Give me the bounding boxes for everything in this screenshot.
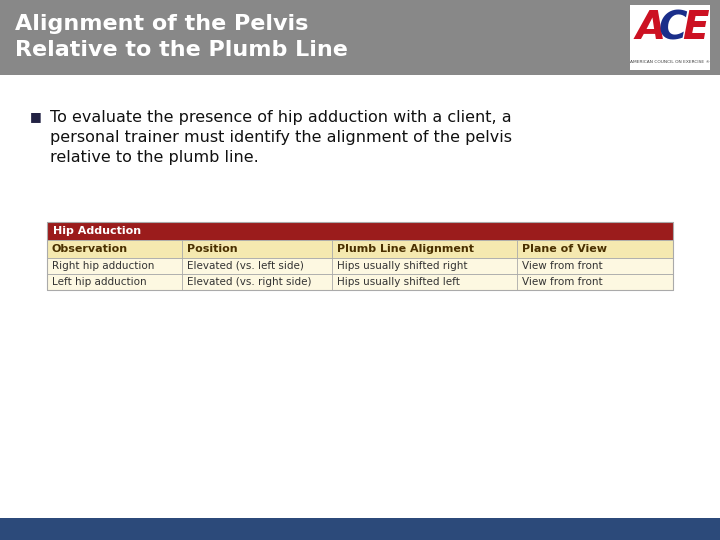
Text: E: E (682, 9, 708, 47)
Text: To evaluate the presence of hip adduction with a client, a: To evaluate the presence of hip adductio… (50, 110, 512, 125)
Bar (47, 258, 673, 274)
Text: Plumb Line Alignment: Plumb Line Alignment (337, 244, 474, 254)
Text: Position: Position (186, 244, 237, 254)
Text: Hips usually shifted left: Hips usually shifted left (337, 277, 459, 287)
Text: A: A (636, 9, 666, 47)
Text: View from front: View from front (521, 277, 602, 287)
Text: Hip Adduction: Hip Adduction (53, 226, 141, 236)
Text: relative to the plumb line.: relative to the plumb line. (50, 150, 258, 165)
Text: Relative to the Plumb Line: Relative to the Plumb Line (15, 40, 348, 60)
Bar (47, 274, 673, 290)
Text: personal trainer must identify the alignment of the pelvis: personal trainer must identify the align… (50, 130, 512, 145)
Bar (47, 240, 673, 258)
Text: Hips usually shifted right: Hips usually shifted right (337, 261, 467, 271)
Text: Alignment of the Pelvis: Alignment of the Pelvis (15, 14, 308, 34)
Text: Plane of View: Plane of View (521, 244, 606, 254)
Text: Elevated (vs. left side): Elevated (vs. left side) (186, 261, 303, 271)
Bar (0, 0, 720, 75)
Bar (630, 5, 710, 70)
Text: Observation: Observation (52, 244, 128, 254)
Bar (47, 222, 673, 290)
Bar (47, 222, 673, 240)
Text: Left hip adduction: Left hip adduction (52, 277, 147, 287)
Text: ■: ■ (30, 110, 42, 123)
Text: View from front: View from front (521, 261, 602, 271)
Text: AMERICAN COUNCIL ON EXERCISE ®: AMERICAN COUNCIL ON EXERCISE ® (630, 60, 710, 64)
Text: Right hip adduction: Right hip adduction (52, 261, 154, 271)
Bar (0, 518, 720, 540)
Text: C: C (659, 9, 688, 47)
Text: Elevated (vs. right side): Elevated (vs. right side) (186, 277, 311, 287)
